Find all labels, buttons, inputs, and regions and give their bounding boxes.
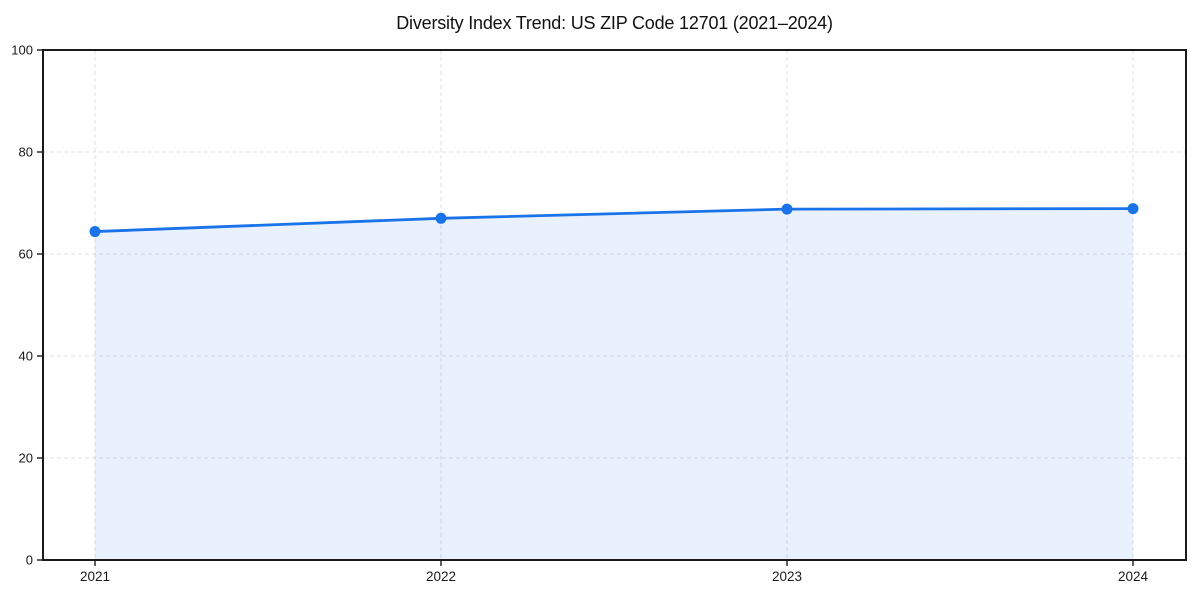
data-point-2021: [89, 226, 101, 238]
x-tick-label: 2022: [426, 569, 456, 584]
x-tick-label: 2021: [80, 569, 110, 584]
area-fill: [95, 208, 1133, 561]
x-tick-label: 2024: [1118, 569, 1149, 584]
chart-title: Diversity Index Trend: US ZIP Code 12701…: [396, 13, 833, 33]
data-point-2024: [1127, 203, 1139, 215]
y-tick-label: 80: [19, 145, 33, 160]
x-tick-label: 2023: [772, 569, 802, 584]
trend-line: [93, 207, 1135, 233]
data-point-2023: [781, 203, 793, 215]
y-tick-label: 60: [19, 247, 33, 262]
y-tick-label: 40: [19, 349, 33, 364]
data-point-2022: [435, 212, 447, 224]
y-tick-label: 20: [19, 451, 33, 466]
y-tick-label: 100: [11, 43, 33, 58]
plot-border: [42, 49, 1187, 561]
y-tick-label: 0: [26, 553, 33, 568]
